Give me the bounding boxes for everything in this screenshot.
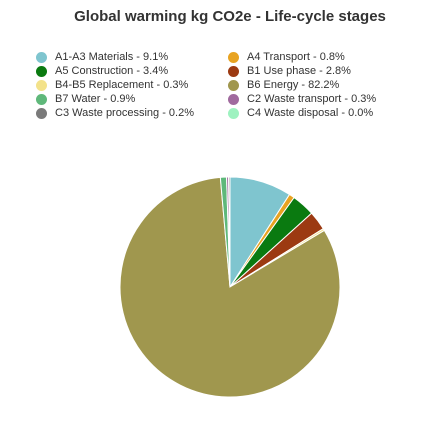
pie-slice-c3-waste-processing[interactable] (228, 176, 231, 288)
legend-label: B1 Use phase - 2.8% (247, 65, 351, 77)
legend-swatch (36, 51, 47, 63)
legend-label: C4 Waste disposal - 0.0% (247, 107, 374, 119)
chart-legend: A1-A3 Materials - 9.1% A4 Transport - 0.8… (36, 50, 426, 120)
legend-item[interactable]: B7 Water - 0.9% (36, 92, 228, 106)
legend-item[interactable]: A5 Construction - 3.4% (36, 64, 228, 78)
legend-swatch (228, 79, 239, 91)
legend-label: C2 Waste transport - 0.3% (247, 93, 377, 105)
legend-swatch (36, 107, 47, 119)
pie-slices (119, 176, 341, 398)
legend-item[interactable]: C4 Waste disposal - 0.0% (228, 106, 420, 120)
legend-item[interactable]: A1-A3 Materials - 9.1% (36, 50, 228, 64)
legend-swatch (36, 79, 47, 91)
legend-swatch (228, 107, 239, 119)
legend-item[interactable]: A4 Transport - 0.8% (228, 50, 420, 64)
legend-item[interactable]: B4-B5 Replacement - 0.3% (36, 78, 228, 92)
legend-item[interactable]: B6 Energy - 82.2% (228, 78, 420, 92)
legend-swatch (228, 65, 239, 77)
legend-label: A4 Transport - 0.8% (247, 51, 345, 63)
legend-swatch (228, 51, 239, 63)
legend-label: B6 Energy - 82.2% (247, 79, 340, 91)
legend-label: A5 Construction - 3.4% (55, 65, 169, 77)
legend-item[interactable]: C3 Waste processing - 0.2% (36, 106, 228, 120)
legend-swatch (228, 93, 239, 105)
legend-item[interactable]: C2 Waste transport - 0.3% (228, 92, 420, 106)
legend-label: A1-A3 Materials - 9.1% (55, 51, 169, 63)
legend-label: C3 Waste processing - 0.2% (55, 107, 194, 119)
legend-item[interactable]: B1 Use phase - 2.8% (228, 64, 420, 78)
legend-label: B7 Water - 0.9% (55, 93, 136, 105)
chart-title: Global warming kg CO2e - Life-cycle stag… (74, 8, 386, 25)
legend-swatch (36, 93, 47, 105)
legend-label: B4-B5 Replacement - 0.3% (55, 79, 189, 91)
legend-swatch (36, 65, 47, 77)
pie-slice-b6-energy[interactable] (119, 176, 341, 398)
